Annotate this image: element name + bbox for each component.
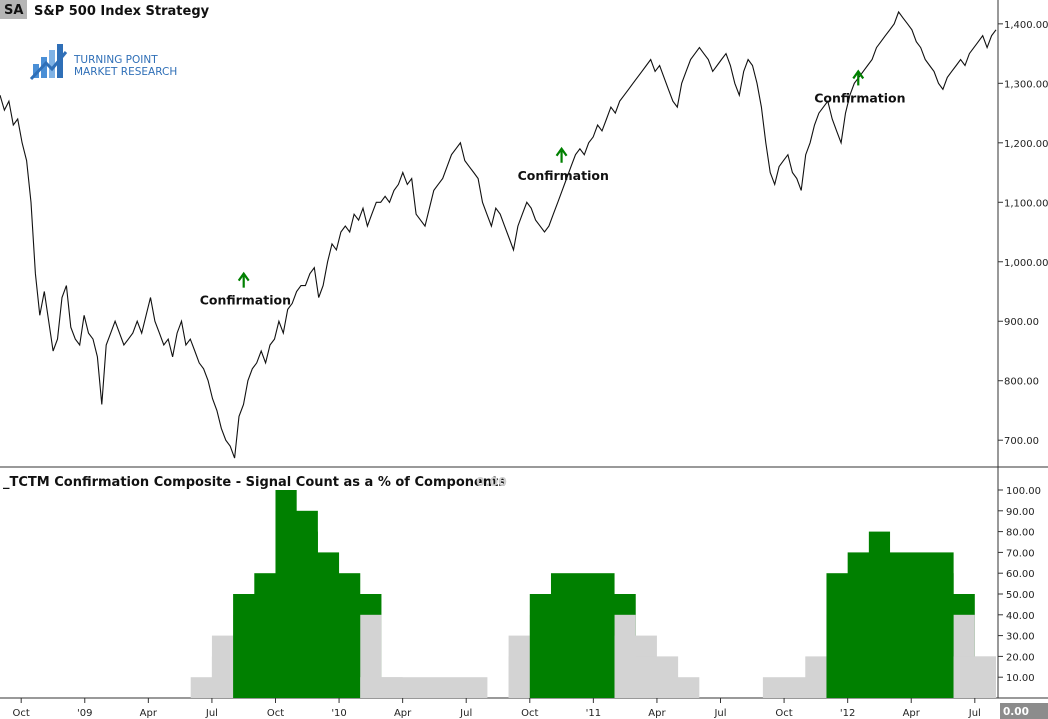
unconfirmed-signal-bar (656, 677, 700, 698)
composite-y-tick-label: 40.00 (1006, 611, 1035, 622)
x-tick-label: '09 (77, 708, 92, 719)
composite-y-tick-label: 80.00 (1006, 528, 1035, 539)
confirmation-arrow-icon (555, 146, 568, 163)
chart-title: S&P 500 Index Strategy (34, 4, 210, 19)
lower-panel-title: _TCTM Confirmation Composite - Signal Co… (3, 475, 506, 490)
confirmation-label: Confirmation (814, 90, 905, 105)
x-tick-label: Jul (713, 708, 726, 719)
composite-y-tick-label: 60.00 (1006, 569, 1035, 580)
x-tick-label: Apr (140, 708, 158, 719)
x-tick-label: '10 (331, 708, 346, 719)
last-value-badge-text: 0.00 (1003, 706, 1029, 718)
composite-y-tick-label: 100.00 (1006, 486, 1041, 497)
composite-y-tick-label: 70.00 (1006, 548, 1035, 559)
x-tick-label: Oct (267, 708, 284, 719)
composite-bars (190, 490, 996, 698)
price-y-tick-label: 1,100.00 (1004, 198, 1048, 209)
price-y-tick-label: 1,200.00 (1004, 139, 1048, 150)
price-y-axis: 1,400.00 1,300.00 1,200.00 1,100.00 1,000.00… (998, 20, 1048, 447)
x-tick-label: Oct (521, 708, 538, 719)
x-tick-label: Apr (394, 708, 412, 719)
price-y-tick-label: 700.00 (1004, 436, 1039, 447)
composite-y-tick-label: 90.00 (1006, 507, 1035, 518)
logo-line1: TURNING POINT (73, 54, 158, 66)
date-x-axis: Oct '09 Apr Jul Oct '10 Apr Jul Oct '11 Apr Jul Oct '… (13, 698, 981, 719)
confirmation-label: Confirmation (200, 293, 291, 308)
logo: TURNING POINT MARKET RESEARCH (29, 44, 177, 81)
composite-y-tick-label: 50.00 (1006, 590, 1035, 601)
composite-y-tick-label: 30.00 (1006, 632, 1035, 643)
price-y-tick-label: 800.00 (1004, 377, 1039, 388)
logo-line2: MARKET RESEARCH (74, 66, 177, 78)
x-tick-label: Apr (648, 708, 666, 719)
x-tick-label: '11 (586, 708, 601, 719)
unconfirmed-signal-bar (381, 677, 488, 698)
symbol-badge (0, 0, 27, 19)
price-y-tick-label: 900.00 (1004, 317, 1039, 328)
x-tick-label: Oct (775, 708, 792, 719)
symbol-label: SA (4, 3, 23, 18)
confirmation-arrow-icon (237, 271, 250, 288)
composite-y-tick-label: 20.00 (1006, 652, 1035, 663)
confirmation-arrow-icon (852, 69, 865, 86)
x-tick-label: '12 (840, 708, 855, 719)
sp500-price-line (0, 10, 997, 459)
x-tick-label: Jul (459, 708, 472, 719)
confirmation-annotations: Confirmation Confirmation Confirmation (200, 69, 906, 308)
price-y-tick-label: 1,000.00 (1004, 258, 1048, 269)
confirmation-label: Confirmation (518, 168, 609, 183)
x-tick-label: Oct (13, 708, 30, 719)
x-tick-label: Apr (903, 708, 921, 719)
price-y-tick-label: 1,400.00 (1004, 20, 1048, 31)
price-y-tick-label: 1,300.00 (1004, 79, 1048, 90)
last-value-badge (1000, 703, 1048, 719)
lower-panel-value: 0.00 (476, 474, 507, 489)
x-tick-label: Jul (205, 708, 218, 719)
x-tick-label: Jul (968, 708, 981, 719)
composite-y-axis: 100.00 90.00 80.00 70.00 60.00 50.00 40.00 30.0… (998, 486, 1041, 684)
unconfirmed-signal-bar (974, 656, 996, 698)
logo-bars-icon (29, 44, 68, 81)
composite-y-tick-label: 10.00 (1006, 673, 1035, 684)
